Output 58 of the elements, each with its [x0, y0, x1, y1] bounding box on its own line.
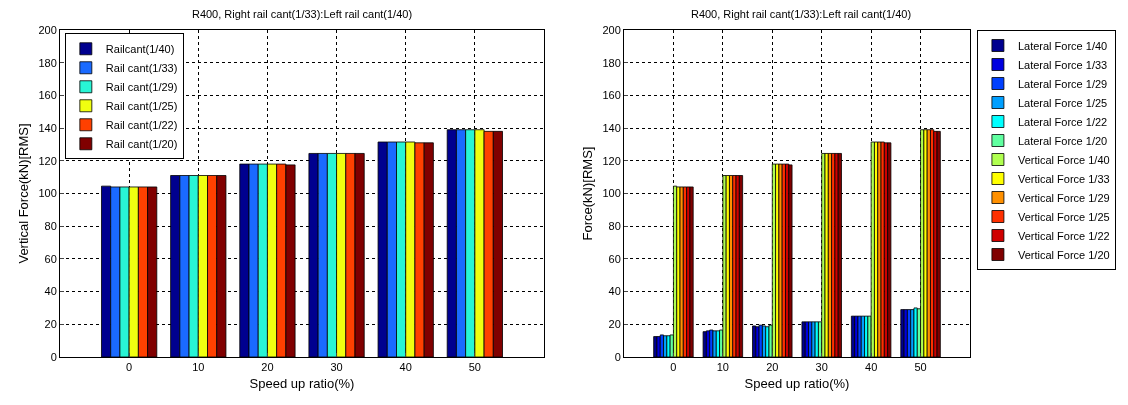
chart-title: R400, Right rail cant(1/33):Left rail cant(1/40) [191, 7, 413, 20]
legend-label: Rail cant(1/29) [105, 81, 178, 94]
x-axis-title: Speed up ratio(%) [249, 375, 355, 391]
y-tick-label: 40 [44, 285, 57, 298]
legend-label: Vertical Force 1/29 [1017, 191, 1110, 204]
x-tick-label: 30 [815, 361, 828, 374]
chart-title: R400, Right rail cant(1/33):Left rail cant(1/40) [690, 7, 912, 20]
legend-label: Vertical Force 1/25 [1017, 210, 1110, 223]
y-axis-title: Force(kN)[RMS] [580, 146, 596, 241]
legend-label: Vertical Force 1/40 [1017, 153, 1110, 166]
legend-label: Rail cant(1/20) [105, 138, 178, 151]
legend-label: Railcant(1/40) [105, 43, 175, 56]
x-tick-label: 10 [716, 361, 729, 374]
y-tick-label: 80 [44, 220, 57, 233]
y-tick-label: 140 [38, 121, 57, 134]
x-tick-label: 40 [399, 361, 412, 374]
y-tick-label: 180 [38, 56, 57, 69]
y-tick-label: 180 [602, 56, 621, 69]
y-tick-label: 200 [38, 23, 57, 36]
y-tick-label: 0 [50, 350, 57, 363]
y-tick-label: 40 [608, 285, 621, 298]
x-tick-label: 20 [766, 361, 779, 374]
x-tick-label: 50 [914, 361, 927, 374]
y-tick-label: 60 [608, 252, 621, 265]
y-tick-label: 160 [38, 89, 57, 102]
x-tick-label: 30 [330, 361, 343, 374]
x-tick-label: 10 [192, 361, 205, 374]
legend-label: Lateral Force 1/20 [1017, 134, 1108, 147]
y-tick-label: 60 [44, 252, 57, 265]
y-tick-label: 120 [602, 154, 621, 167]
x-tick-label: 0 [126, 361, 133, 374]
y-tick-label: 20 [44, 318, 57, 331]
legend-label: Vertical Force 1/33 [1017, 172, 1110, 185]
y-tick-label: 80 [608, 220, 621, 233]
y-tick-label: 0 [614, 350, 621, 363]
legend-label: Rail cant(1/25) [105, 100, 178, 113]
y-tick-label: 160 [602, 89, 621, 102]
x-tick-label: 20 [261, 361, 274, 374]
x-tick-label: 40 [865, 361, 878, 374]
x-tick-label: 0 [670, 361, 677, 374]
legend-label: Lateral Force 1/33 [1017, 58, 1108, 71]
x-tick-label: 50 [468, 361, 481, 374]
y-tick-label: 100 [602, 187, 621, 200]
y-tick-label: 100 [38, 187, 57, 200]
legend-label: Lateral Force 1/40 [1017, 39, 1108, 52]
legend-label: Lateral Force 1/29 [1017, 77, 1108, 90]
y-axis-title: Vertical Force(kN)[RMS] [16, 123, 32, 264]
legend-label: Rail cant(1/33) [105, 62, 178, 75]
legend-label: Vertical Force 1/22 [1017, 229, 1110, 242]
legend-label: Lateral Force 1/25 [1017, 96, 1108, 109]
legend-label: Vertical Force 1/20 [1017, 248, 1110, 261]
y-tick-label: 200 [602, 23, 621, 36]
x-axis-title: Speed up ratio(%) [744, 375, 850, 391]
y-tick-label: 20 [608, 318, 621, 331]
y-tick-label: 140 [602, 121, 621, 134]
legend-label: Lateral Force 1/22 [1017, 115, 1108, 128]
legend-label: Rail cant(1/22) [105, 119, 178, 132]
y-tick-label: 120 [38, 154, 57, 167]
